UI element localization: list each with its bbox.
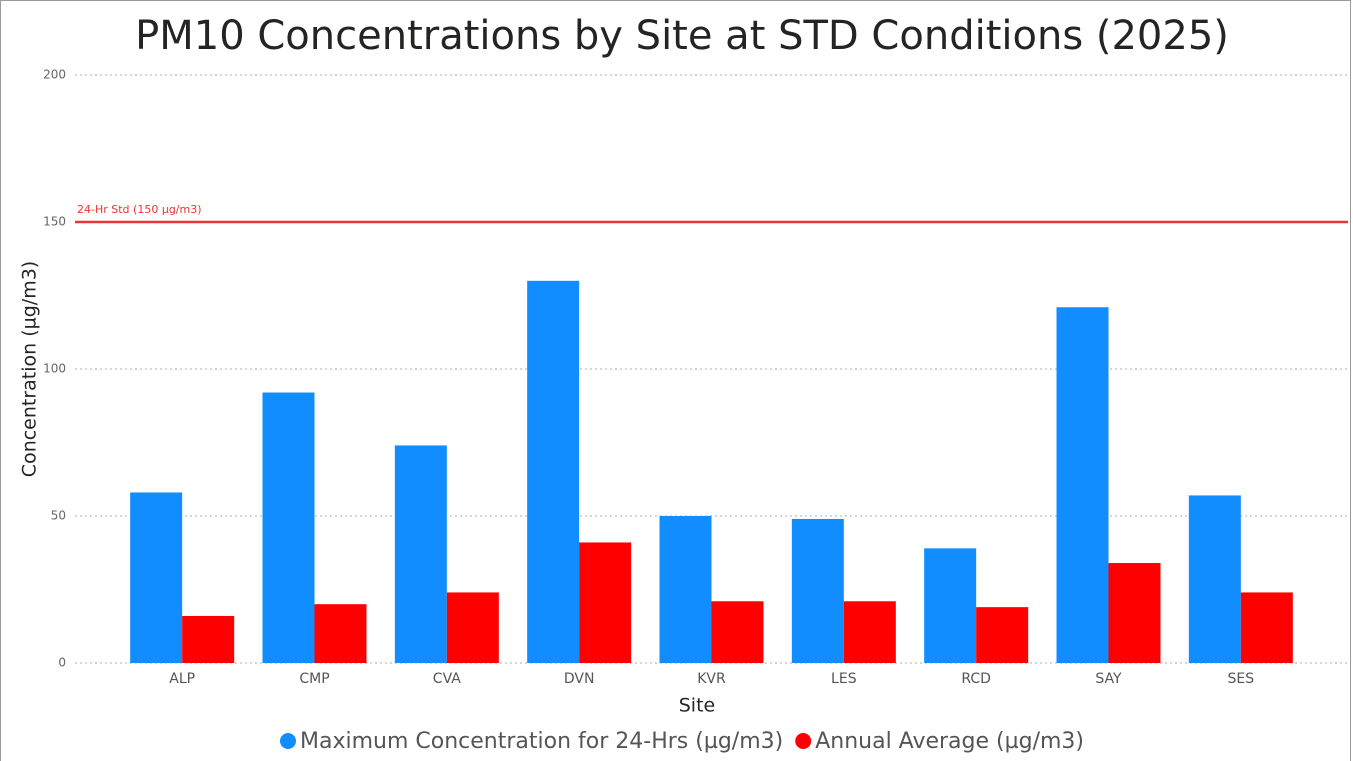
bar	[446, 592, 499, 663]
legend-label: Annual Average (µg/m3)	[815, 729, 1084, 754]
reference-label: 24-Hr Std (150 µg/m3)	[77, 203, 202, 216]
bar	[1188, 495, 1241, 663]
x-tick-label: DVN	[564, 671, 595, 687]
bar	[579, 542, 632, 663]
x-tick-label: CMP	[299, 671, 329, 687]
x-tick-label: ALP	[169, 671, 195, 687]
y-tick-label: 50	[51, 509, 66, 523]
x-tick-label: LES	[831, 671, 857, 687]
bar	[711, 601, 764, 663]
x-tick-label: KVR	[697, 671, 726, 687]
y-tick-label: 200	[43, 68, 66, 82]
x-tick-label: CVA	[433, 671, 461, 687]
bar	[1240, 592, 1293, 663]
bar	[1056, 307, 1109, 663]
y-tick-label: 150	[43, 215, 66, 229]
bar	[1108, 563, 1161, 663]
bar	[924, 548, 977, 663]
y-axis-title: Concentration (µg/m3)	[19, 261, 41, 477]
bar	[843, 601, 896, 663]
y-tick-label: 100	[43, 362, 66, 376]
x-tick-label: RCD	[961, 671, 991, 687]
bar	[314, 604, 367, 663]
bar	[527, 280, 580, 663]
legend-marker	[795, 733, 812, 749]
x-axis-title: Site	[679, 695, 715, 717]
chart-title: PM10 Concentrations by Site at STD Condi…	[135, 13, 1229, 59]
legend-marker	[280, 733, 296, 749]
bar	[262, 392, 315, 663]
y-tick-label: 0	[58, 656, 66, 670]
legend: Maximum Concentration for 24-Hrs (µg/m3)…	[280, 729, 1084, 754]
bar	[394, 445, 447, 663]
bar	[130, 492, 183, 663]
x-tick-label: SAY	[1095, 671, 1122, 687]
bar	[976, 607, 1029, 663]
bar	[182, 615, 235, 663]
x-tick-label: SES	[1228, 671, 1255, 687]
bar	[791, 518, 844, 663]
bar	[659, 516, 712, 663]
legend-label: Maximum Concentration for 24-Hrs (µg/m3)	[300, 729, 783, 754]
